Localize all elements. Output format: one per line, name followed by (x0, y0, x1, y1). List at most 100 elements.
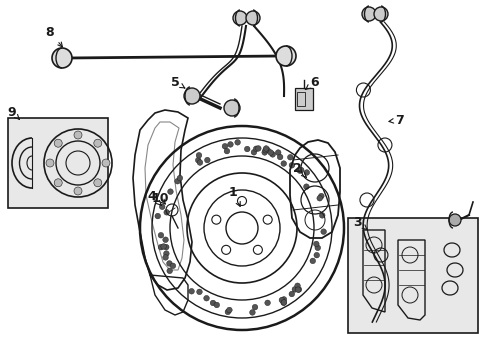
Circle shape (234, 140, 240, 145)
Bar (347, 218, 477, 333)
Circle shape (94, 139, 102, 147)
Circle shape (291, 287, 297, 292)
Circle shape (214, 302, 219, 308)
Circle shape (158, 244, 163, 250)
Text: 8: 8 (45, 26, 62, 47)
Circle shape (264, 147, 270, 153)
Circle shape (188, 288, 194, 294)
Circle shape (167, 189, 173, 194)
Circle shape (281, 300, 286, 305)
Circle shape (287, 154, 292, 160)
Circle shape (288, 291, 294, 297)
Circle shape (318, 193, 324, 199)
Text: 3: 3 (353, 216, 366, 230)
Bar (296, 92, 305, 106)
Circle shape (373, 7, 387, 21)
Circle shape (224, 148, 229, 154)
Circle shape (227, 141, 233, 147)
Circle shape (155, 213, 160, 219)
Circle shape (195, 157, 201, 163)
Circle shape (303, 184, 308, 189)
Circle shape (222, 143, 227, 149)
Circle shape (288, 162, 294, 168)
Text: 9: 9 (8, 105, 20, 119)
Circle shape (163, 255, 168, 260)
Circle shape (277, 154, 283, 160)
Circle shape (296, 168, 302, 174)
Circle shape (224, 100, 240, 116)
Circle shape (253, 146, 259, 152)
Circle shape (251, 149, 256, 155)
Circle shape (196, 153, 202, 158)
Circle shape (295, 287, 300, 292)
Circle shape (54, 179, 62, 187)
Circle shape (74, 131, 82, 139)
Circle shape (94, 179, 102, 187)
Circle shape (46, 159, 54, 167)
Bar (8, 118, 108, 208)
Circle shape (102, 159, 110, 167)
Circle shape (255, 146, 261, 151)
Circle shape (170, 263, 175, 269)
Circle shape (54, 139, 62, 147)
Text: 5: 5 (170, 76, 184, 89)
Circle shape (204, 157, 210, 163)
Circle shape (183, 88, 200, 104)
Circle shape (264, 300, 270, 306)
Circle shape (262, 150, 267, 155)
Circle shape (304, 170, 309, 175)
Circle shape (197, 160, 203, 165)
Circle shape (74, 187, 82, 195)
Circle shape (163, 251, 169, 256)
Circle shape (263, 146, 268, 151)
Circle shape (159, 204, 164, 210)
Circle shape (245, 11, 260, 25)
Circle shape (163, 210, 169, 215)
Circle shape (314, 245, 320, 251)
Circle shape (52, 48, 72, 68)
Circle shape (163, 237, 168, 243)
Circle shape (448, 214, 460, 226)
Circle shape (267, 150, 273, 156)
Circle shape (319, 212, 325, 218)
Circle shape (280, 300, 286, 306)
Circle shape (313, 241, 319, 247)
Circle shape (196, 289, 202, 294)
Circle shape (275, 46, 295, 66)
Circle shape (161, 244, 166, 249)
Text: 4: 4 (147, 189, 161, 205)
Circle shape (226, 307, 232, 313)
Circle shape (298, 167, 304, 173)
Circle shape (269, 152, 275, 157)
Circle shape (309, 258, 315, 264)
Circle shape (279, 297, 284, 303)
Circle shape (224, 309, 230, 315)
Circle shape (166, 268, 172, 274)
Circle shape (313, 252, 319, 258)
Circle shape (252, 304, 257, 310)
Text: 6: 6 (305, 76, 319, 90)
Circle shape (203, 296, 209, 301)
Circle shape (281, 297, 286, 302)
Circle shape (316, 195, 322, 201)
Circle shape (296, 287, 301, 292)
Circle shape (158, 233, 163, 238)
Circle shape (166, 261, 172, 266)
Circle shape (262, 148, 268, 153)
Text: 2: 2 (292, 162, 305, 177)
Circle shape (244, 146, 249, 152)
Circle shape (232, 11, 246, 25)
Circle shape (361, 7, 375, 21)
Circle shape (210, 300, 215, 306)
Text: 7: 7 (388, 113, 404, 126)
Circle shape (177, 175, 183, 181)
Circle shape (320, 229, 326, 234)
Bar (294, 88, 312, 110)
Circle shape (249, 310, 255, 315)
Circle shape (281, 161, 286, 166)
Text: 1: 1 (228, 185, 240, 206)
Circle shape (163, 244, 169, 250)
Circle shape (174, 179, 180, 184)
Text: 10: 10 (151, 192, 168, 204)
Circle shape (275, 150, 281, 156)
